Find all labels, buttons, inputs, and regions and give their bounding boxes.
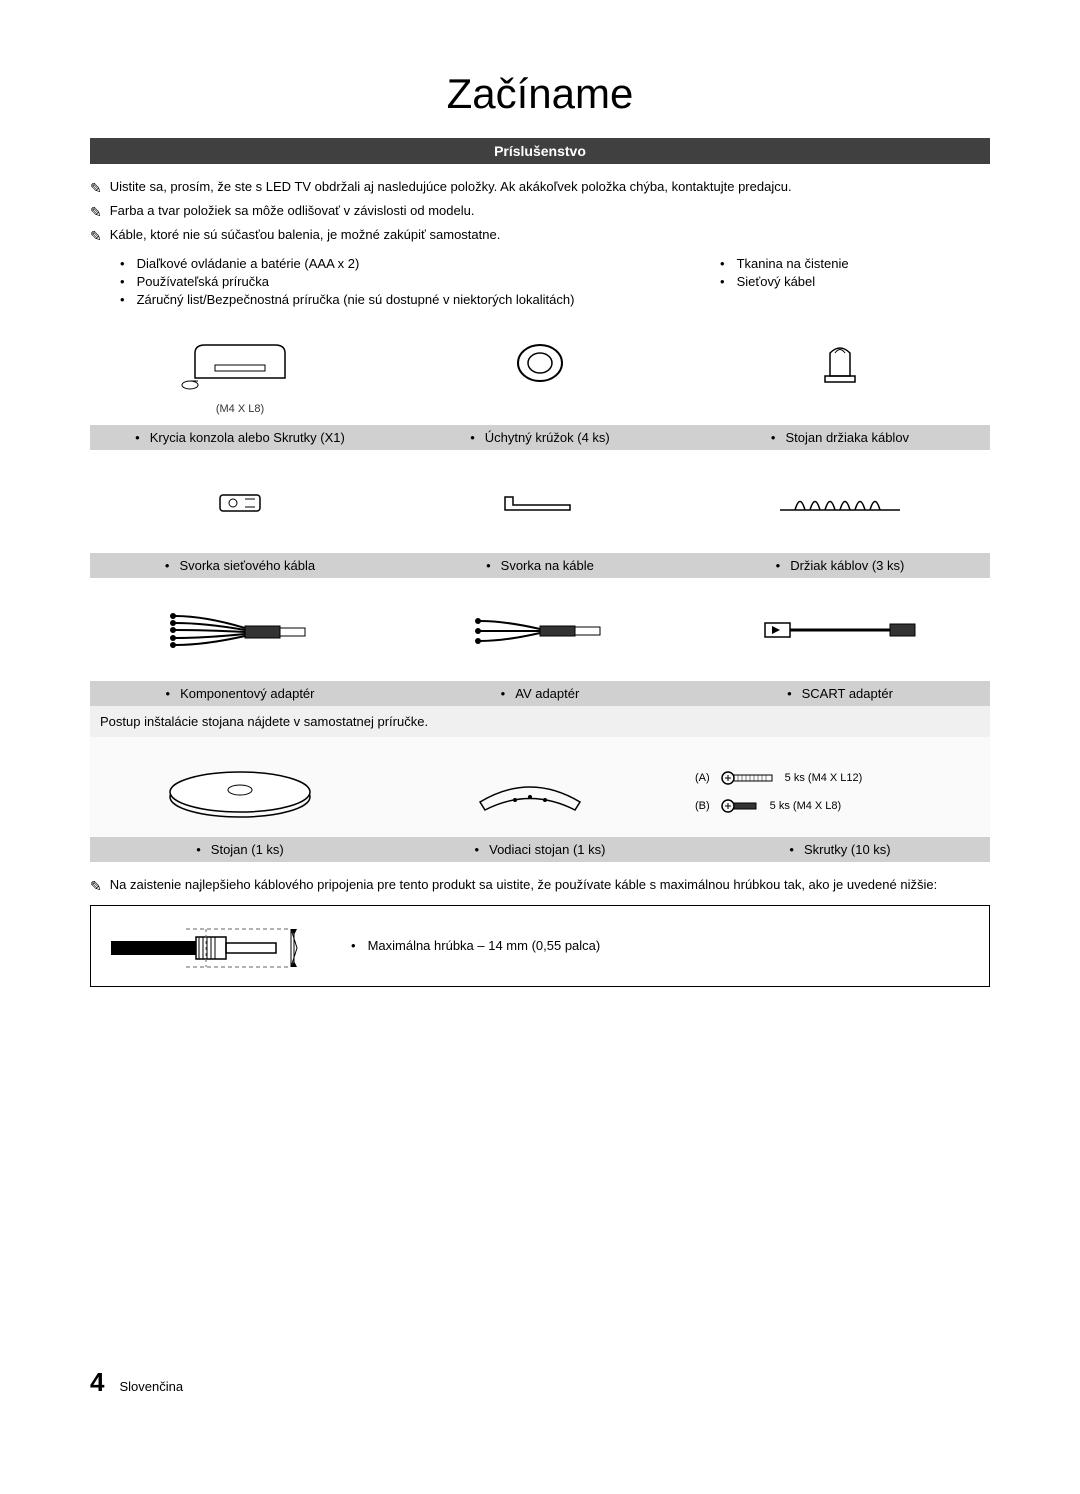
accessory-row-3-images [90, 586, 990, 681]
footer-note: ✎ Na zaistenie najlepšieho káblového pri… [90, 877, 990, 895]
accessory-row-1-labels: Krycia konzola alebo Skrutky (X1) Úchytn… [90, 425, 990, 450]
screw-a: (A) 5 ks (M4 X L12) [695, 770, 862, 786]
section-header: Príslušenstvo [90, 138, 990, 164]
sublabel: (M4 X L8) [95, 403, 385, 415]
screw-long-icon [720, 770, 775, 786]
av-adapter-icon [395, 596, 685, 666]
cell: (M4 X L8) [90, 318, 390, 425]
screw-b-text: 5 ks (M4 X L8) [770, 800, 842, 812]
note-icon: ✎ [90, 877, 102, 895]
cell [690, 586, 990, 681]
cable-thickness-box: Maximálna hrúbka – 14 mm (0,55 palca) [90, 905, 990, 987]
screw-a-label: (A) [695, 772, 710, 784]
cable-clamp-icon [395, 468, 685, 538]
label: Stojan držiaka káblov [690, 425, 990, 450]
page-number: 4 [90, 1367, 104, 1398]
note-text: Uistite sa, prosím, že ste s LED TV obdr… [110, 179, 792, 194]
item: Používateľská príručka [120, 274, 690, 289]
scart-adapter-icon [695, 596, 985, 666]
item: Tkanina na čistenie [720, 256, 990, 271]
standalone-note: Postup inštalácie stojana nájdete v samo… [90, 706, 990, 737]
item: Sieťový kábel [720, 274, 990, 289]
package-items-right: Tkanina na čistenie Sieťový kábel [690, 256, 990, 310]
footer-note-text: Na zaistenie najlepšieho káblového pripo… [110, 877, 937, 892]
screw-b: (B) 5 ks (M4 X L8) [695, 798, 841, 814]
cell [95, 752, 385, 832]
cell [390, 586, 690, 681]
power-clamp-icon [95, 468, 385, 538]
component-adapter-icon [95, 596, 385, 666]
screw-cell: (A) 5 ks (M4 X L12) (B) [675, 752, 985, 832]
cable-thickness-text: Maximálna hrúbka – 14 mm (0,55 palca) [351, 938, 600, 953]
bracket-icon [95, 328, 385, 398]
label: SCART adaptér [690, 681, 990, 706]
note-2: ✎ Farba a tvar položiek sa môže odlišova… [90, 203, 990, 221]
label: Úchytný krúžok (4 ks) [390, 425, 690, 450]
note-3: ✎ Káble, ktoré nie sú súčasťou balenia, … [90, 227, 990, 245]
package-items: Diaľkové ovládanie a batérie (AAA x 2) P… [90, 256, 990, 310]
package-items-left: Diaľkové ovládanie a batérie (AAA x 2) P… [90, 256, 690, 310]
note-text: Káble, ktoré nie sú súčasťou balenia, je… [110, 227, 501, 242]
label: Svorka sieťového kábla [90, 553, 390, 578]
cell [90, 586, 390, 681]
label: Svorka na káble [390, 553, 690, 578]
page-title: Začíname [90, 70, 990, 118]
note-icon: ✎ [90, 179, 102, 197]
cell [385, 752, 675, 832]
cell [90, 458, 390, 553]
cable-stand-icon [695, 328, 985, 398]
label: Stojan (1 ks) [90, 837, 390, 862]
label: Skrutky (10 ks) [690, 837, 990, 862]
screw-b-label: (B) [695, 800, 710, 812]
stand-icon [95, 752, 385, 832]
ring-icon [395, 328, 685, 398]
accessory-row-1-images: (M4 X L8) [90, 318, 990, 425]
item: Diaľkové ovládanie a batérie (AAA x 2) [120, 256, 690, 271]
accessory-row-3-labels: Komponentový adaptér AV adaptér SCART ad… [90, 681, 990, 706]
note-icon: ✎ [90, 227, 102, 245]
language-label: Slovenčina [119, 1379, 183, 1394]
note-1: ✎ Uistite sa, prosím, že ste s LED TV ob… [90, 179, 990, 197]
item: Záručný list/Bezpečnostná príručka (nie … [120, 292, 690, 307]
accessory-row-2-labels: Svorka sieťového kábla Svorka na káble D… [90, 553, 990, 578]
stand-row-labels: Stojan (1 ks) Vodiaci stojan (1 ks) Skru… [90, 837, 990, 862]
label: Držiak káblov (3 ks) [690, 553, 990, 578]
page-footer: 4 Slovenčina [90, 1367, 990, 1398]
cell [690, 458, 990, 553]
note-text: Farba a tvar položiek sa môže odlišovať … [110, 203, 475, 218]
label: Vodiaci stojan (1 ks) [390, 837, 690, 862]
note-icon: ✎ [90, 203, 102, 221]
cell [690, 318, 990, 425]
screw-short-icon [720, 798, 760, 814]
cable-diagram-icon [111, 921, 311, 971]
guide-stand-icon [385, 752, 675, 832]
stand-row: (A) 5 ks (M4 X L12) (B) [90, 737, 990, 837]
screw-a-text: 5 ks (M4 X L12) [785, 772, 863, 784]
label: Komponentový adaptér [90, 681, 390, 706]
cable-holder-icon [695, 468, 985, 538]
cell [390, 458, 690, 553]
label: Krycia konzola alebo Skrutky (X1) [90, 425, 390, 450]
label: AV adaptér [390, 681, 690, 706]
cell [390, 318, 690, 425]
accessory-row-2-images [90, 458, 990, 553]
